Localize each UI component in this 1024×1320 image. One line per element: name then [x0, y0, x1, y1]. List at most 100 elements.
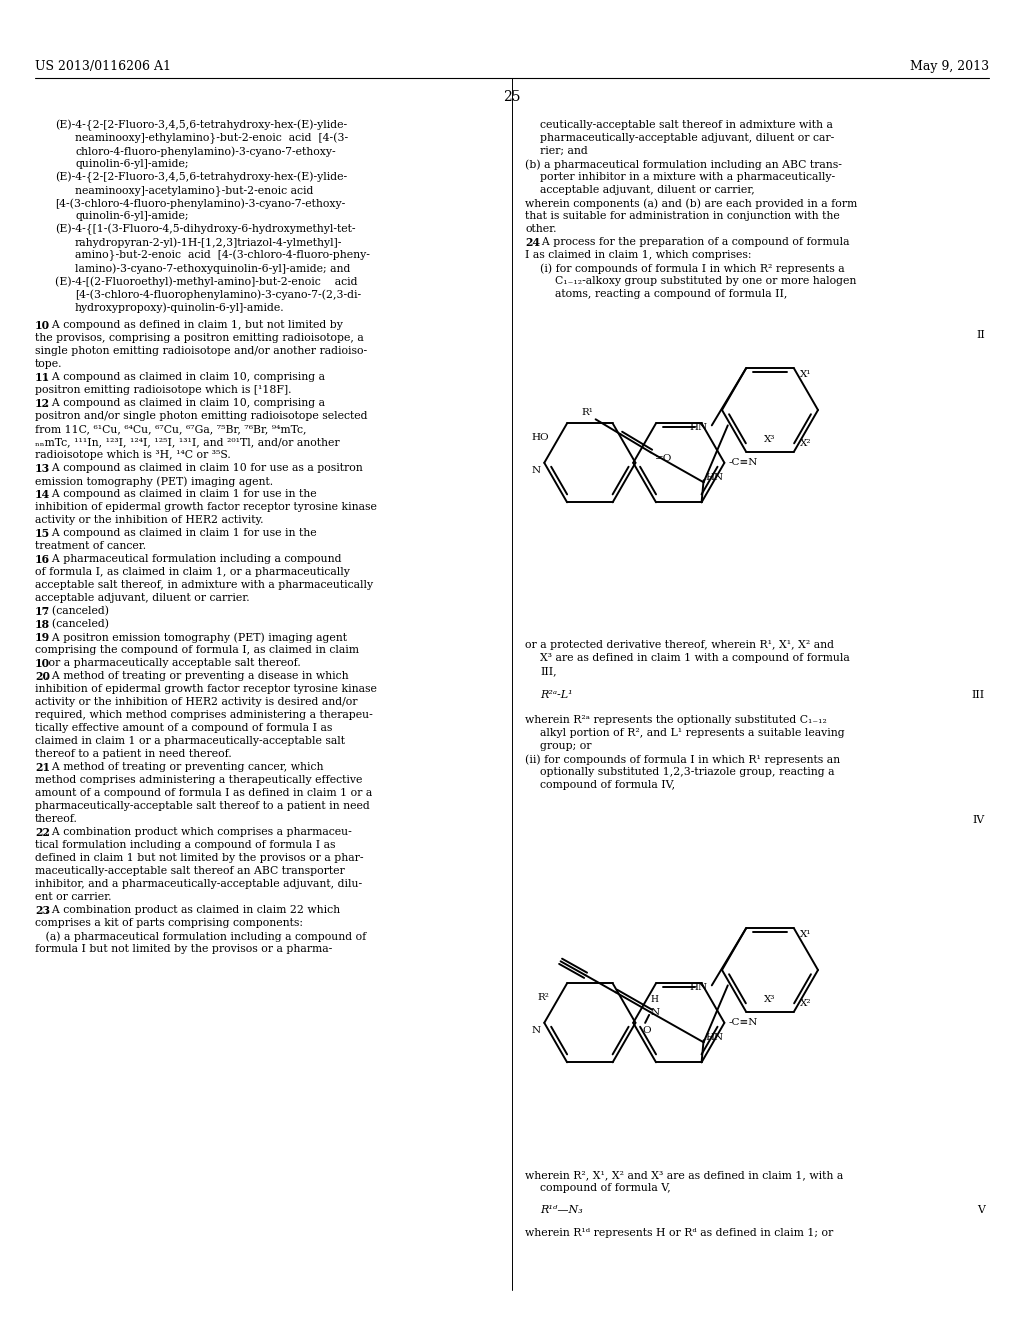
Text: claimed in claim 1 or a pharmaceutically-acceptable salt: claimed in claim 1 or a pharmaceutically…	[35, 737, 345, 746]
Text: -C≡N: -C≡N	[728, 458, 758, 467]
Text: acceptable salt thereof, in admixture with a pharmaceutically: acceptable salt thereof, in admixture wi…	[35, 579, 373, 590]
Text: [4-(3-chloro-4-fluorophenylamino)-3-cyano-7-(2,3-di-: [4-(3-chloro-4-fluorophenylamino)-3-cyan…	[75, 289, 361, 300]
Text: or a protected derivative thereof, wherein R¹, X¹, X² and: or a protected derivative thereof, where…	[525, 640, 834, 649]
Text: formula I but not limited by the provisos or a pharma-: formula I but not limited by the proviso…	[35, 944, 332, 954]
Text: 23: 23	[35, 906, 50, 916]
Text: pharmaceutically-acceptable adjuvant, diluent or car-: pharmaceutically-acceptable adjuvant, di…	[540, 133, 835, 143]
Text: X¹: X¹	[800, 931, 811, 940]
Text: 11: 11	[35, 372, 50, 383]
Text: . A combination product which comprises a pharmaceu-: . A combination product which comprises …	[45, 828, 351, 837]
Text: inhibitor, and a pharmaceutically-acceptable adjuvant, dilu-: inhibitor, and a pharmaceutically-accept…	[35, 879, 362, 888]
Text: R²ᵃ-L¹: R²ᵃ-L¹	[540, 690, 572, 700]
Text: quinolin-6-yl]-amide;: quinolin-6-yl]-amide;	[75, 211, 188, 220]
Text: chloro-4-fluoro-phenylamino)-3-cyano-7-ethoxy-: chloro-4-fluoro-phenylamino)-3-cyano-7-e…	[75, 147, 336, 157]
Text: 13: 13	[35, 463, 50, 474]
Text: compound of formula V,: compound of formula V,	[540, 1183, 671, 1193]
Text: III,: III,	[540, 667, 557, 676]
Text: method comprises administering a therapeutically effective: method comprises administering a therape…	[35, 775, 362, 785]
Text: III: III	[972, 690, 985, 700]
Text: thereof to a patient in need thereof.: thereof to a patient in need thereof.	[35, 748, 231, 759]
Text: (E)-4-[(2-Fluoroethyl)-methyl-amino]-but-2-enoic    acid: (E)-4-[(2-Fluoroethyl)-methyl-amino]-but…	[55, 276, 357, 286]
Text: other.: other.	[525, 224, 556, 234]
Text: 12: 12	[35, 399, 50, 409]
Text: 21: 21	[35, 762, 50, 774]
Text: 19: 19	[35, 632, 50, 643]
Text: [4-(3-chloro-4-fluoro-phenylamino)-3-cyano-7-ethoxy-: [4-(3-chloro-4-fluoro-phenylamino)-3-cya…	[55, 198, 345, 209]
Text: R²: R²	[538, 994, 549, 1002]
Text: atoms, reacting a compound of formula II,: atoms, reacting a compound of formula II…	[555, 289, 787, 300]
Text: wherein R¹ᵈ represents H or Rᵈ as defined in claim 1; or: wherein R¹ᵈ represents H or Rᵈ as define…	[525, 1228, 834, 1238]
Text: O: O	[642, 1026, 651, 1035]
Text: R¹: R¹	[582, 408, 594, 417]
Text: 17: 17	[35, 606, 50, 616]
Text: . (canceled): . (canceled)	[45, 619, 109, 630]
Text: N: N	[531, 1026, 541, 1035]
Text: HN: HN	[706, 1034, 724, 1043]
Text: (a) a pharmaceutical formulation including a compound of: (a) a pharmaceutical formulation includi…	[35, 931, 367, 941]
Text: wherein components (a) and (b) are each provided in a form: wherein components (a) and (b) are each …	[525, 198, 857, 209]
Text: lamino)-3-cyano-7-ethoxyquinolin-6-yl]-amide; and: lamino)-3-cyano-7-ethoxyquinolin-6-yl]-a…	[75, 263, 350, 273]
Text: rier; and: rier; and	[540, 147, 588, 156]
Text: 14: 14	[35, 488, 50, 500]
Text: =O: =O	[654, 454, 672, 463]
Text: (b) a pharmaceutical formulation including an ABC trans-: (b) a pharmaceutical formulation includi…	[525, 158, 842, 169]
Text: 25: 25	[503, 90, 521, 104]
Text: HN: HN	[706, 474, 724, 482]
Text: ceutically-acceptable salt thereof in admixture with a: ceutically-acceptable salt thereof in ad…	[540, 120, 833, 129]
Text: pharmaceutically-acceptable salt thereof to a patient in need: pharmaceutically-acceptable salt thereof…	[35, 801, 370, 810]
Text: . A compound as claimed in claim 10, comprising a: . A compound as claimed in claim 10, com…	[45, 372, 325, 381]
Text: May 9, 2013: May 9, 2013	[910, 59, 989, 73]
Text: . A combination product as claimed in claim 22 which: . A combination product as claimed in cl…	[45, 906, 340, 915]
Text: (E)-4-{2-[2-Fluoro-3,4,5,6-tetrahydroxy-hex-(E)-ylide-: (E)-4-{2-[2-Fluoro-3,4,5,6-tetrahydroxy-…	[55, 172, 347, 183]
Text: IV: IV	[973, 814, 985, 825]
Text: . (canceled): . (canceled)	[45, 606, 109, 616]
Text: acceptable adjuvant, diluent or carrier.: acceptable adjuvant, diluent or carrier.	[35, 593, 250, 603]
Text: single photon emitting radioisotope and/or another radioiso-: single photon emitting radioisotope and/…	[35, 346, 368, 356]
Text: ₙₙmTc, ¹¹¹In, ¹²³I, ¹²⁴I, ¹²⁵I, ¹³¹I, and ²⁰¹Tl, and/or another: ₙₙmTc, ¹¹¹In, ¹²³I, ¹²⁴I, ¹²⁵I, ¹³¹I, an…	[35, 437, 340, 447]
Text: that is suitable for administration in conjunction with the: that is suitable for administration in c…	[525, 211, 840, 220]
Text: emission tomography (PET) imaging agent.: emission tomography (PET) imaging agent.	[35, 477, 273, 487]
Text: (ii) for compounds of formula I in which R¹ represents an: (ii) for compounds of formula I in which…	[525, 754, 840, 764]
Text: X³: X³	[764, 994, 776, 1003]
Text: . A compound as claimed in claim 10, comprising a: . A compound as claimed in claim 10, com…	[45, 399, 325, 408]
Text: 15: 15	[35, 528, 50, 539]
Text: X²: X²	[800, 998, 811, 1007]
Text: X²: X²	[800, 438, 811, 447]
Text: of formula I, as claimed in claim 1, or a pharmaceutically: of formula I, as claimed in claim 1, or …	[35, 568, 350, 577]
Text: thereof.: thereof.	[35, 814, 78, 824]
Text: 24: 24	[525, 238, 540, 248]
Text: . A method of treating or preventing cancer, which: . A method of treating or preventing can…	[45, 762, 324, 772]
Text: porter inhibitor in a mixture with a pharmaceutically-: porter inhibitor in a mixture with a pha…	[540, 172, 836, 182]
Text: X³: X³	[764, 434, 776, 444]
Text: . A compound as claimed in claim 1 for use in the: . A compound as claimed in claim 1 for u…	[45, 528, 316, 539]
Text: tope.: tope.	[35, 359, 62, 370]
Text: inhibition of epidermal growth factor receptor tyrosine kinase: inhibition of epidermal growth factor re…	[35, 684, 377, 694]
Text: . A method of treating or preventing a disease in which: . A method of treating or preventing a d…	[45, 671, 348, 681]
Text: neaminooxy]-ethylamino}-but-2-enoic  acid  [4-(3-: neaminooxy]-ethylamino}-but-2-enoic acid…	[75, 133, 348, 144]
Text: 20: 20	[35, 671, 50, 682]
Text: (i) for compounds of formula I in which R² represents a: (i) for compounds of formula I in which …	[540, 263, 845, 273]
Text: positron and/or single photon emitting radioisotope selected: positron and/or single photon emitting r…	[35, 411, 368, 421]
Text: . A positron emission tomography (PET) imaging agent: . A positron emission tomography (PET) i…	[45, 632, 346, 643]
Text: hydroxypropoxy)-quinolin-6-yl]-amide.: hydroxypropoxy)-quinolin-6-yl]-amide.	[75, 302, 285, 313]
Text: wherein R², X¹, X² and X³ are as defined in claim 1, with a: wherein R², X¹, X² and X³ are as defined…	[525, 1170, 843, 1180]
Text: H: H	[650, 995, 658, 1005]
Text: V: V	[977, 1205, 985, 1214]
Text: maceutically-acceptable salt thereof an ABC transporter: maceutically-acceptable salt thereof an …	[35, 866, 345, 876]
Text: . A pharmaceutical formulation including a compound: . A pharmaceutical formulation including…	[45, 554, 341, 564]
Text: US 2013/0116206 A1: US 2013/0116206 A1	[35, 59, 171, 73]
Text: amount of a compound of formula I as defined in claim 1 or a: amount of a compound of formula I as def…	[35, 788, 373, 799]
Text: (E)-4-{2-[2-Fluoro-3,4,5,6-tetrahydroxy-hex-(E)-ylide-: (E)-4-{2-[2-Fluoro-3,4,5,6-tetrahydroxy-…	[55, 120, 347, 132]
Text: comprises a kit of parts comprising components:: comprises a kit of parts comprising comp…	[35, 917, 303, 928]
Text: compound of formula IV,: compound of formula IV,	[540, 780, 675, 789]
Text: ent or carrier.: ent or carrier.	[35, 892, 112, 902]
Text: comprising the compound of formula I, as claimed in claim: comprising the compound of formula I, as…	[35, 645, 359, 655]
Text: neaminooxy]-acetylamino}-but-2-enoic acid: neaminooxy]-acetylamino}-but-2-enoic aci…	[75, 185, 313, 195]
Text: or a pharmaceutically acceptable salt thereof.: or a pharmaceutically acceptable salt th…	[45, 657, 300, 668]
Text: 16: 16	[35, 554, 50, 565]
Text: . A compound as claimed in claim 10 for use as a positron: . A compound as claimed in claim 10 for …	[45, 463, 362, 473]
Text: positron emitting radioisotope which is [¹18F].: positron emitting radioisotope which is …	[35, 385, 292, 395]
Text: HO: HO	[531, 433, 549, 442]
Text: acceptable adjuvant, diluent or carrier,: acceptable adjuvant, diluent or carrier,	[540, 185, 755, 195]
Text: tically effective amount of a compound of formula I as: tically effective amount of a compound o…	[35, 723, 333, 733]
